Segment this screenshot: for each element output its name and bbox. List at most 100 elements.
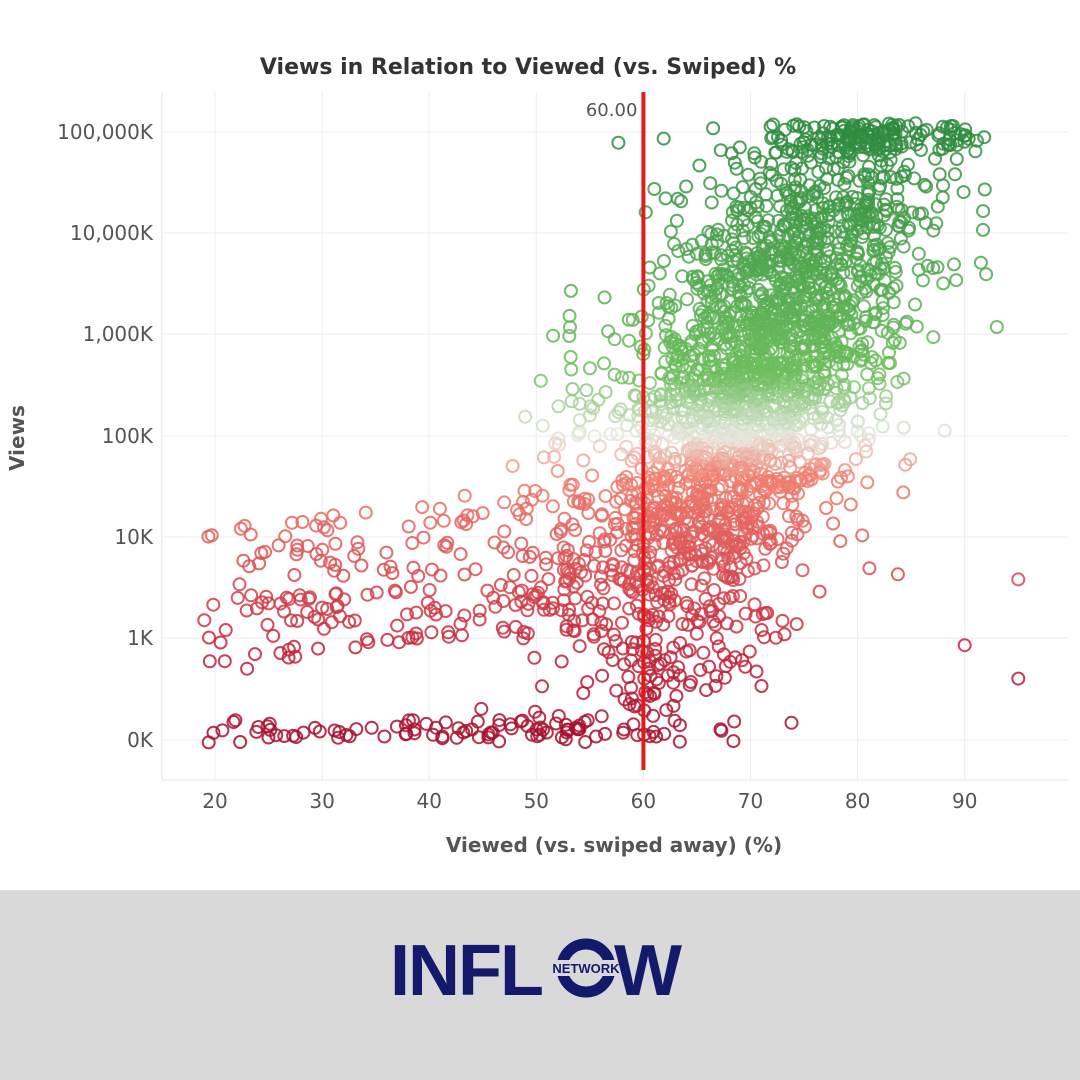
scatter-point (782, 475, 797, 490)
scatter-point (532, 710, 547, 725)
scatter-point (707, 583, 722, 597)
scatter-point (784, 715, 799, 730)
scatter-point (610, 427, 625, 442)
scatter-point (774, 222, 789, 237)
scatter-point (290, 538, 305, 553)
scatter-point (487, 535, 502, 550)
scatter-point (693, 490, 708, 505)
scatter-point (465, 722, 479, 737)
scatter-point (869, 210, 884, 225)
scatter-point (857, 205, 872, 219)
scatter-point (581, 601, 596, 616)
scatter-point (440, 535, 455, 550)
scatter-point (288, 649, 303, 664)
scatter-point (895, 124, 909, 139)
scatter-point (850, 245, 865, 260)
scatter-point (650, 560, 665, 575)
scatter-point (852, 173, 867, 188)
scatter-point (436, 513, 451, 528)
scatter-point (656, 617, 671, 632)
scatter-point (977, 182, 992, 197)
scatter-point (686, 378, 701, 393)
scatter-point (668, 572, 683, 587)
scatter-point (945, 119, 960, 133)
scatter-point (664, 586, 679, 601)
scatter-point (405, 630, 420, 645)
scatter-point (837, 118, 851, 133)
scatter-point (790, 512, 805, 527)
scatter-point (841, 217, 856, 232)
scatter-point (850, 414, 865, 429)
scatter-point (349, 722, 364, 737)
scatter-point (537, 602, 551, 617)
scatter-point (594, 709, 609, 724)
scatter-point (316, 520, 331, 535)
scatter-point (874, 257, 889, 271)
scatter-point (687, 387, 702, 402)
scatter-point (351, 541, 366, 556)
scatter-point (822, 199, 837, 214)
scatter-point (616, 574, 631, 589)
scatter-point (976, 204, 991, 219)
scatter-point (725, 243, 740, 258)
scatter-point (409, 605, 424, 620)
scatter-point (957, 638, 972, 653)
scatter-point (835, 398, 850, 413)
scatter-point (579, 383, 594, 398)
scatter-point (705, 603, 720, 618)
scatter-point (611, 135, 626, 150)
scatter-point (213, 635, 228, 650)
scatter-point (218, 623, 233, 637)
scatter-point (712, 512, 727, 527)
scatter-point (610, 516, 625, 531)
scatter-point (653, 522, 668, 537)
scatter-point (908, 116, 923, 131)
scatter-point (947, 257, 961, 272)
scatter-point (754, 450, 769, 465)
scatter-point (926, 223, 941, 238)
scatter-point (648, 434, 663, 449)
scatter-point (562, 602, 577, 617)
scatter-point (709, 631, 724, 646)
scatter-point (736, 546, 751, 561)
scatter-point (559, 725, 574, 740)
scatter-point (756, 378, 771, 392)
scatter-point (723, 591, 738, 605)
scatter-point (817, 119, 832, 133)
scatter-point (728, 650, 743, 665)
scatter-point (690, 449, 705, 463)
scatter-point (763, 536, 778, 550)
scatter-point (850, 424, 865, 439)
scatter-point (690, 246, 704, 261)
scatter-point (843, 326, 858, 341)
scatter-point (729, 619, 744, 634)
scatter-point (733, 589, 748, 604)
scatter-point (692, 158, 707, 173)
scatter-point (369, 585, 384, 600)
scatter-point (687, 368, 702, 382)
scatter-point (556, 540, 571, 555)
scatter-point (562, 308, 577, 323)
x-tick-label: 70 (738, 789, 763, 813)
scatter-point (855, 528, 870, 543)
scatter-point (262, 716, 277, 731)
scatter-point (936, 276, 951, 291)
scatter-point (625, 520, 640, 535)
scatter-point (456, 725, 471, 740)
scatter-point (790, 527, 805, 542)
scatter-point (783, 460, 798, 475)
scatter-point (202, 630, 216, 645)
scatter-point (388, 585, 403, 600)
scatter-point (605, 568, 620, 583)
scatter-point (457, 567, 472, 582)
scatter-point (424, 625, 439, 640)
scatter-point (287, 639, 301, 654)
scatter-point (685, 354, 700, 369)
scatter-point (376, 562, 391, 577)
scatter-point (254, 546, 269, 561)
scatter-point (607, 332, 622, 347)
scatter-point (640, 687, 655, 702)
scatter-point (764, 131, 779, 146)
scatter-point (249, 724, 264, 739)
scatter-point (595, 507, 609, 522)
